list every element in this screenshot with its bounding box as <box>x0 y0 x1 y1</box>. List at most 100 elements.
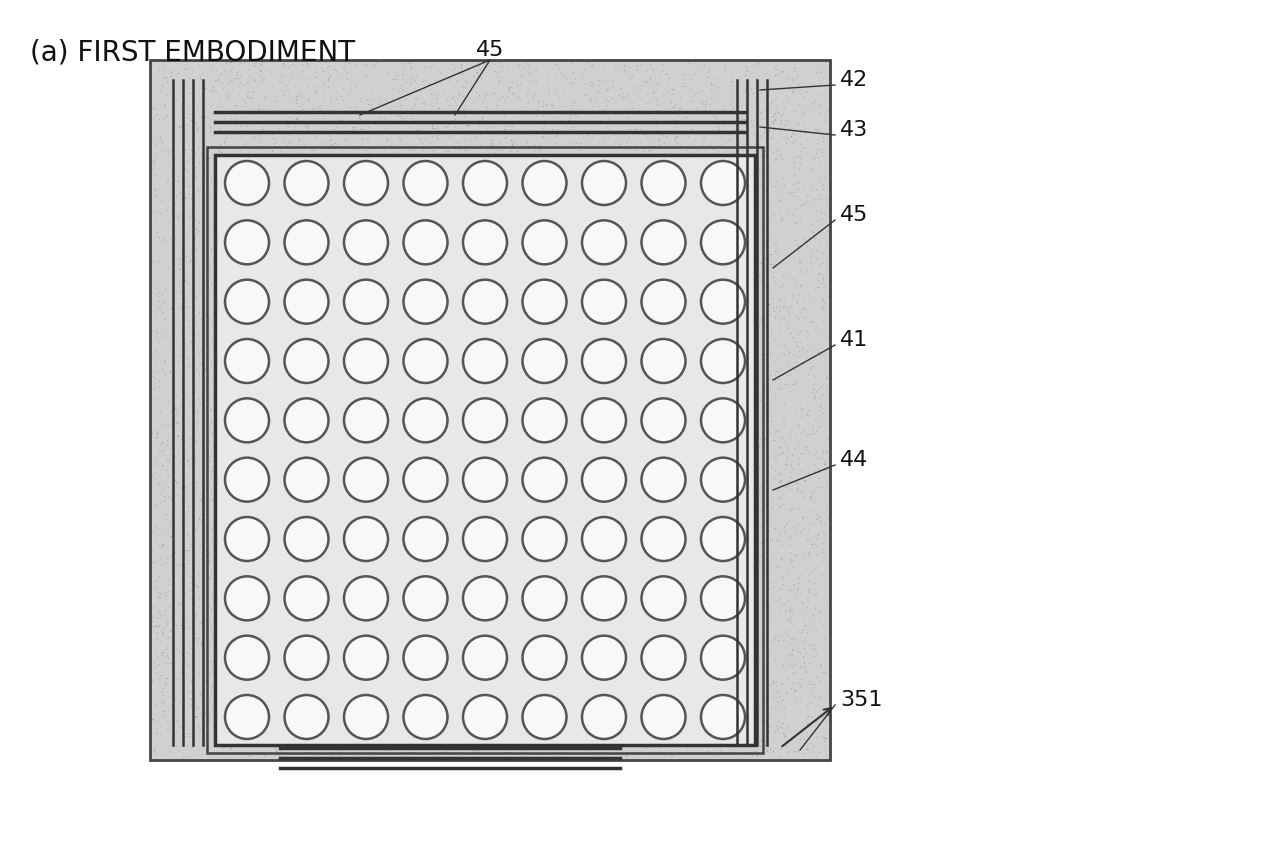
Point <box>193 511 213 524</box>
Point <box>518 661 538 674</box>
Point <box>279 268 300 282</box>
Point <box>283 601 304 615</box>
Point <box>639 239 659 252</box>
Point <box>174 76 194 89</box>
Point <box>387 253 408 266</box>
Point <box>156 507 177 521</box>
Point <box>353 656 373 669</box>
Point <box>352 483 372 497</box>
Point <box>309 558 329 572</box>
Point <box>423 257 443 271</box>
Point <box>235 486 255 500</box>
Point <box>641 227 662 240</box>
Point <box>503 674 523 687</box>
Point <box>478 615 498 629</box>
Point <box>662 505 682 518</box>
Point <box>634 599 654 612</box>
Point <box>386 701 406 714</box>
Point <box>168 212 188 225</box>
Point <box>622 404 643 417</box>
Point <box>422 543 442 556</box>
Point <box>436 244 456 258</box>
Point <box>653 340 673 353</box>
Point <box>337 448 357 461</box>
Point <box>298 502 319 516</box>
Point <box>489 381 509 395</box>
Point <box>265 497 286 511</box>
Point <box>639 560 659 573</box>
Point <box>366 691 386 705</box>
Point <box>558 568 578 582</box>
Point <box>705 176 725 190</box>
Point <box>787 642 808 655</box>
Point <box>390 400 410 413</box>
Point <box>414 411 434 425</box>
Point <box>250 460 271 474</box>
Point <box>556 579 577 593</box>
Point <box>316 515 337 529</box>
Point <box>384 579 404 593</box>
Point <box>742 362 762 376</box>
Point <box>375 733 395 746</box>
Point <box>522 358 542 372</box>
Point <box>347 661 367 674</box>
Point <box>649 571 669 584</box>
Point <box>493 449 513 463</box>
Point <box>707 522 728 535</box>
Point <box>573 191 593 205</box>
Point <box>154 557 174 571</box>
Point <box>423 360 443 373</box>
Point <box>503 633 523 647</box>
Point <box>436 728 456 742</box>
Point <box>302 377 323 390</box>
Point <box>447 636 467 649</box>
Point <box>329 582 349 595</box>
Point <box>212 323 232 336</box>
Point <box>348 751 368 765</box>
Point <box>652 497 672 511</box>
Point <box>165 692 185 706</box>
Point <box>309 735 329 749</box>
Point <box>359 211 380 224</box>
Point <box>342 183 362 196</box>
Point <box>225 657 245 670</box>
Point <box>352 430 372 443</box>
Point <box>572 86 592 99</box>
Point <box>428 250 448 263</box>
Point <box>291 147 311 160</box>
Point <box>545 432 565 446</box>
Point <box>531 244 551 258</box>
Point <box>627 358 648 372</box>
Point <box>306 722 326 735</box>
Point <box>729 561 749 574</box>
Point <box>224 331 244 345</box>
Point <box>391 328 411 341</box>
Point <box>409 203 429 217</box>
Point <box>597 126 617 139</box>
Point <box>302 374 323 388</box>
Point <box>618 257 639 271</box>
Point <box>716 218 737 232</box>
Point <box>668 158 688 171</box>
Point <box>394 569 414 583</box>
Point <box>210 211 230 224</box>
Point <box>208 695 229 709</box>
Point <box>613 452 634 465</box>
Point <box>657 534 677 548</box>
Point <box>254 164 274 178</box>
Point <box>504 454 525 467</box>
Point <box>152 286 173 299</box>
Point <box>513 593 533 606</box>
Point <box>494 650 514 663</box>
Point <box>726 219 747 233</box>
Point <box>324 342 344 356</box>
Point <box>469 193 489 207</box>
Point <box>267 695 287 709</box>
Point <box>296 554 316 567</box>
Point <box>398 579 418 593</box>
Point <box>559 304 579 318</box>
Point <box>685 464 705 478</box>
Point <box>712 116 733 130</box>
Point <box>753 246 773 260</box>
Point <box>503 180 523 194</box>
